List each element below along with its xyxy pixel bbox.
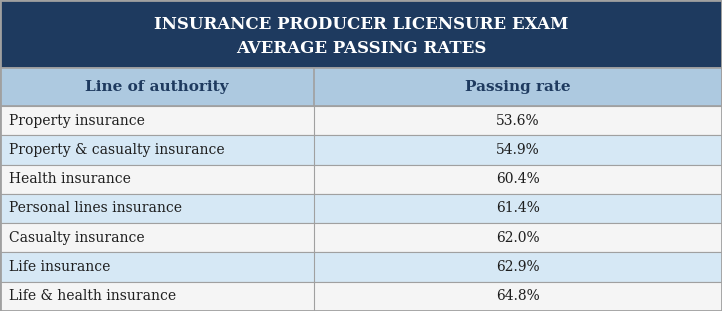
Bar bbox=[0, 0, 722, 68]
Text: 62.9%: 62.9% bbox=[496, 260, 540, 274]
Text: INSURANCE PRODUCER LICENSURE EXAM: INSURANCE PRODUCER LICENSURE EXAM bbox=[154, 16, 568, 33]
Bar bbox=[0, 223, 722, 253]
Text: Line of authority: Line of authority bbox=[85, 80, 229, 94]
Text: Casualty insurance: Casualty insurance bbox=[9, 231, 144, 245]
Text: Health insurance: Health insurance bbox=[9, 172, 131, 186]
Text: Property & casualty insurance: Property & casualty insurance bbox=[9, 143, 225, 157]
Bar bbox=[0, 253, 722, 282]
Text: Personal lines insurance: Personal lines insurance bbox=[9, 202, 182, 216]
Text: Passing rate: Passing rate bbox=[465, 80, 571, 94]
Text: 53.6%: 53.6% bbox=[496, 114, 540, 128]
Bar bbox=[0, 135, 722, 165]
Bar bbox=[0, 106, 722, 135]
Text: 60.4%: 60.4% bbox=[496, 172, 540, 186]
Bar bbox=[0, 165, 722, 194]
Text: Property insurance: Property insurance bbox=[9, 114, 144, 128]
Text: Life & health insurance: Life & health insurance bbox=[9, 289, 175, 303]
Bar bbox=[0, 68, 722, 106]
Text: 62.0%: 62.0% bbox=[496, 231, 540, 245]
Text: Life insurance: Life insurance bbox=[9, 260, 110, 274]
Bar bbox=[0, 282, 722, 311]
Text: 61.4%: 61.4% bbox=[496, 202, 540, 216]
Text: 54.9%: 54.9% bbox=[496, 143, 540, 157]
Text: 64.8%: 64.8% bbox=[496, 289, 540, 303]
Text: AVERAGE PASSING RATES: AVERAGE PASSING RATES bbox=[236, 40, 486, 58]
Bar bbox=[0, 194, 722, 223]
